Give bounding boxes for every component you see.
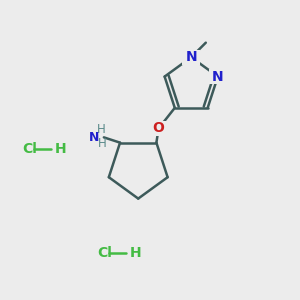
Text: N: N [89,131,99,144]
Text: O: O [153,122,164,136]
Text: H: H [98,137,107,150]
Text: N: N [212,70,224,84]
Bar [209,69,227,84]
Bar [151,121,167,136]
Bar [182,50,200,64]
Text: H: H [97,124,105,136]
Text: N: N [185,50,197,64]
Text: H: H [54,142,66,155]
Text: H: H [129,246,141,260]
Text: Cl: Cl [97,246,112,260]
Text: Cl: Cl [22,142,37,155]
